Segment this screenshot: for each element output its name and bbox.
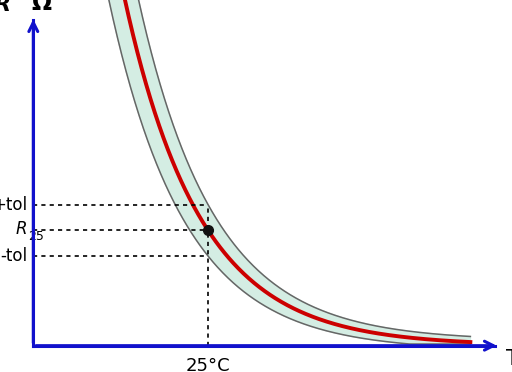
Text: +tol: +tol — [0, 196, 27, 214]
Text: -tol: -tol — [0, 247, 27, 265]
Text: R: R — [15, 220, 27, 238]
Text: R: R — [0, 0, 10, 15]
Text: 25°C: 25°C — [186, 357, 230, 372]
Text: T °C: T °C — [506, 349, 512, 369]
Text: Ω: Ω — [31, 0, 51, 15]
Text: 25: 25 — [28, 230, 44, 243]
